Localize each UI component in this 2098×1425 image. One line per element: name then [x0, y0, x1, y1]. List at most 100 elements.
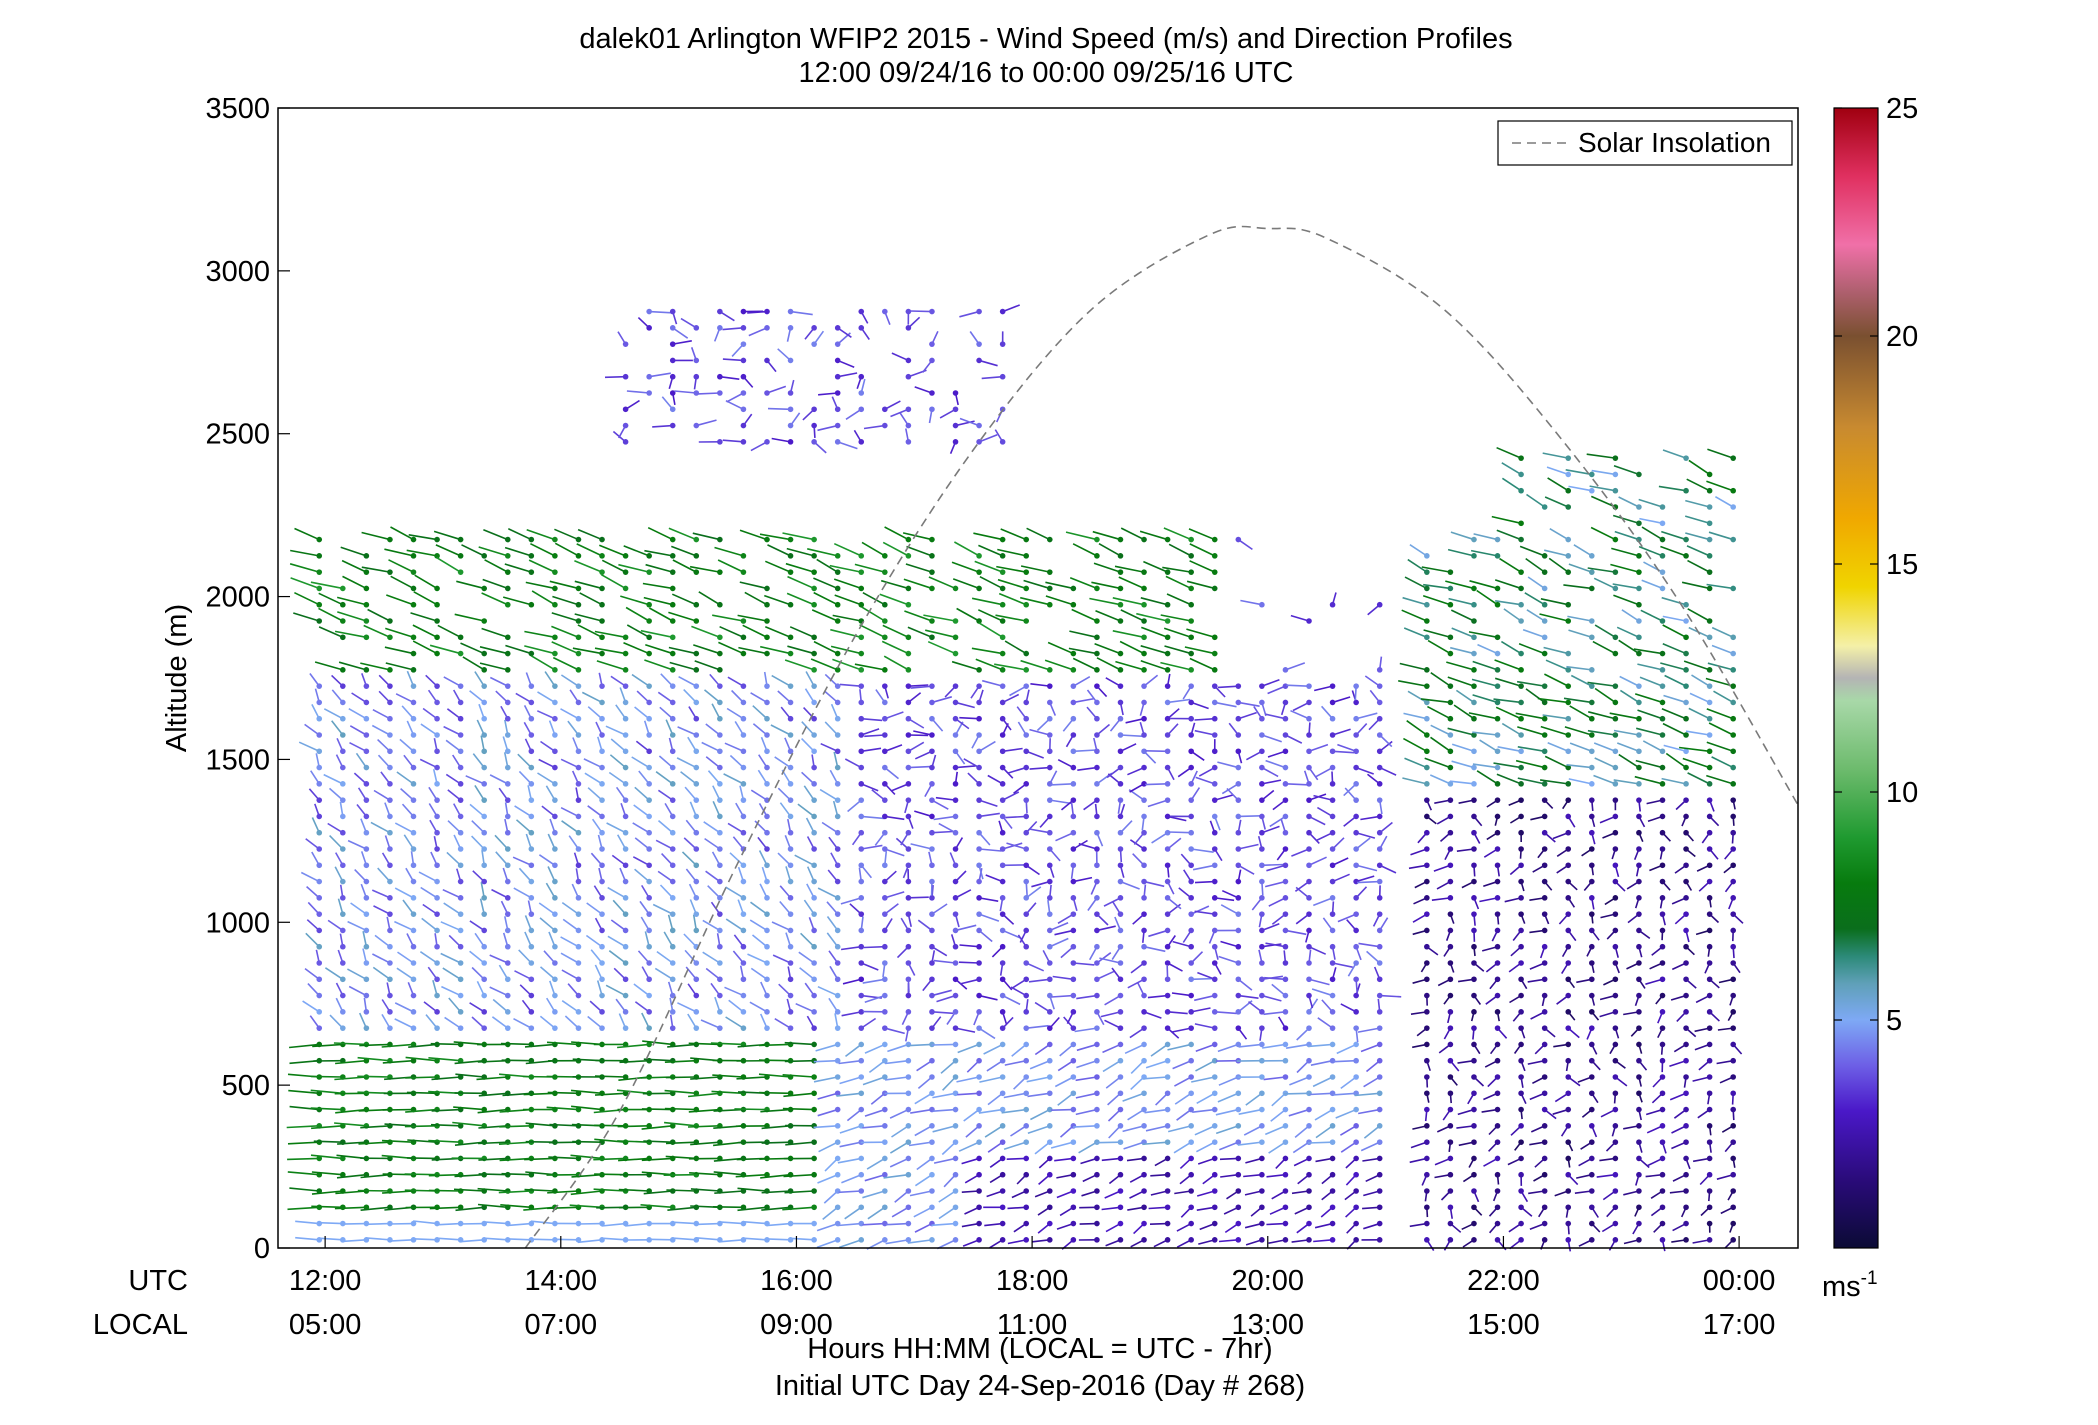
wind-barb-stem — [750, 441, 768, 452]
wind-barb-dot — [599, 992, 605, 999]
wind-barb-dot — [1683, 943, 1689, 950]
wind-barb-dot — [669, 422, 676, 429]
wind-barb-dot — [1188, 1188, 1194, 1194]
wind-barb-dot — [1235, 781, 1242, 787]
wind-barb-stem — [936, 1239, 956, 1250]
wind-barb-stem — [465, 775, 485, 785]
wind-barb-dot — [1046, 1171, 1053, 1178]
wind-barb-dot — [504, 846, 511, 852]
wind-barb-dot — [1424, 1188, 1430, 1194]
wind-barb-dot — [1329, 895, 1336, 901]
wind-barb-dot — [1565, 1074, 1572, 1080]
wind-barb-dot — [1259, 732, 1265, 738]
wind-barb-stem — [560, 806, 579, 818]
wind-barb-dot — [457, 715, 464, 722]
wind-barb-dot — [1188, 585, 1194, 592]
wind-barb-dot — [1376, 862, 1383, 869]
wind-barb-dot — [1282, 1041, 1289, 1048]
wind-barb-dot — [1588, 960, 1595, 966]
wind-barb-stem — [1332, 1092, 1357, 1096]
wind-barb-dot — [834, 569, 841, 575]
wind-barb-stem — [489, 774, 509, 785]
wind-barb-dot — [1141, 748, 1147, 755]
wind-barb-dot — [1683, 1204, 1689, 1211]
wind-barb-dot — [1612, 992, 1619, 999]
wind-barb-dot — [1211, 1041, 1218, 1048]
wind-barb-stem — [538, 902, 556, 915]
wind-barb-dot — [1306, 829, 1312, 836]
wind-barb-dot — [764, 536, 770, 543]
wind-barb-dot — [1376, 667, 1383, 673]
wind-barb-stem — [1472, 694, 1498, 704]
wind-barb-dot — [316, 927, 323, 934]
wind-barb-dot — [552, 536, 558, 543]
wind-barb-dot — [1141, 976, 1147, 983]
wind-barb-stem — [994, 663, 1027, 671]
wind-barb-dot — [834, 618, 841, 624]
wind-barb-dot — [1541, 1123, 1548, 1129]
wind-barb-dot — [882, 829, 888, 836]
wind-barb-stem — [1059, 1125, 1074, 1138]
wind-barb-stem — [289, 1105, 320, 1111]
wind-barb-dot — [1117, 895, 1124, 901]
wind-barb-stem — [839, 1125, 862, 1134]
wind-barb-dot — [1211, 634, 1218, 641]
wind-barb-stem — [1057, 1060, 1074, 1072]
wind-barb-dot — [1471, 585, 1477, 592]
wind-barb-stem — [1332, 728, 1351, 736]
wind-barb-dot — [622, 976, 629, 983]
wind-barb-stem — [501, 1172, 532, 1176]
wind-barb-stem — [644, 549, 673, 557]
wind-barb-dot — [434, 764, 440, 771]
wind-barb-dot — [646, 373, 652, 380]
wind-barb-stem — [1476, 589, 1498, 606]
wind-barb-dot — [363, 960, 370, 966]
wind-barb-stem — [1358, 942, 1380, 948]
wind-barb-stem — [1423, 583, 1451, 590]
wind-barb-dot — [1023, 1188, 1030, 1194]
wind-barb-dot — [1141, 732, 1147, 738]
wind-barb-stem — [774, 1018, 791, 1029]
wind-barb-dot — [693, 1009, 700, 1015]
wind-barb-dot — [1188, 1204, 1194, 1211]
wind-barb-dot — [717, 1041, 723, 1048]
wind-barb-dot — [1683, 813, 1689, 820]
wind-barb-dot — [410, 829, 417, 836]
wind-barb-dot — [952, 1123, 959, 1129]
wind-barb-dot — [1683, 797, 1689, 803]
wind-barb-stem — [938, 822, 956, 834]
wind-barb-dot — [1164, 536, 1171, 543]
wind-barb-dot — [504, 683, 511, 689]
wind-barb-stem — [469, 803, 485, 818]
wind-barb-dot — [387, 895, 393, 901]
wind-barb-stem — [349, 725, 367, 736]
wind-barb-stem — [1025, 886, 1042, 899]
wind-barb-stem — [1004, 1059, 1027, 1066]
wind-barb-dot — [1023, 976, 1030, 983]
wind-barb-stem — [908, 684, 929, 687]
wind-barb-dot — [1541, 927, 1548, 934]
wind-barb-dot — [1683, 781, 1689, 787]
wind-barb-dot — [1141, 797, 1147, 803]
wind-barb-dot — [905, 1074, 912, 1080]
wind-barb-stem — [1073, 876, 1093, 883]
wind-barb-stem — [1195, 1060, 1216, 1072]
wind-barb-dot — [1471, 1041, 1477, 1048]
wind-barb-stem — [570, 1089, 603, 1095]
wind-barb-dot — [622, 341, 629, 347]
wind-barb-dot — [1306, 1106, 1312, 1113]
wind-barb-dot — [740, 781, 747, 787]
wind-barb-dot — [1447, 715, 1454, 722]
wind-barb-stem — [360, 1125, 390, 1129]
wind-barb-stem — [854, 563, 886, 573]
wind-barb-dot — [1636, 699, 1642, 706]
wind-barb-stem — [1634, 693, 1663, 704]
wind-barb-dot — [1447, 1155, 1454, 1162]
wind-barb-stem — [489, 676, 509, 687]
wind-barb-stem — [863, 424, 885, 430]
wind-barb-dot — [693, 553, 700, 559]
wind-barb-stem — [1517, 746, 1545, 753]
wind-barb-dot — [1329, 927, 1336, 934]
wind-barb-stem — [1450, 531, 1475, 541]
